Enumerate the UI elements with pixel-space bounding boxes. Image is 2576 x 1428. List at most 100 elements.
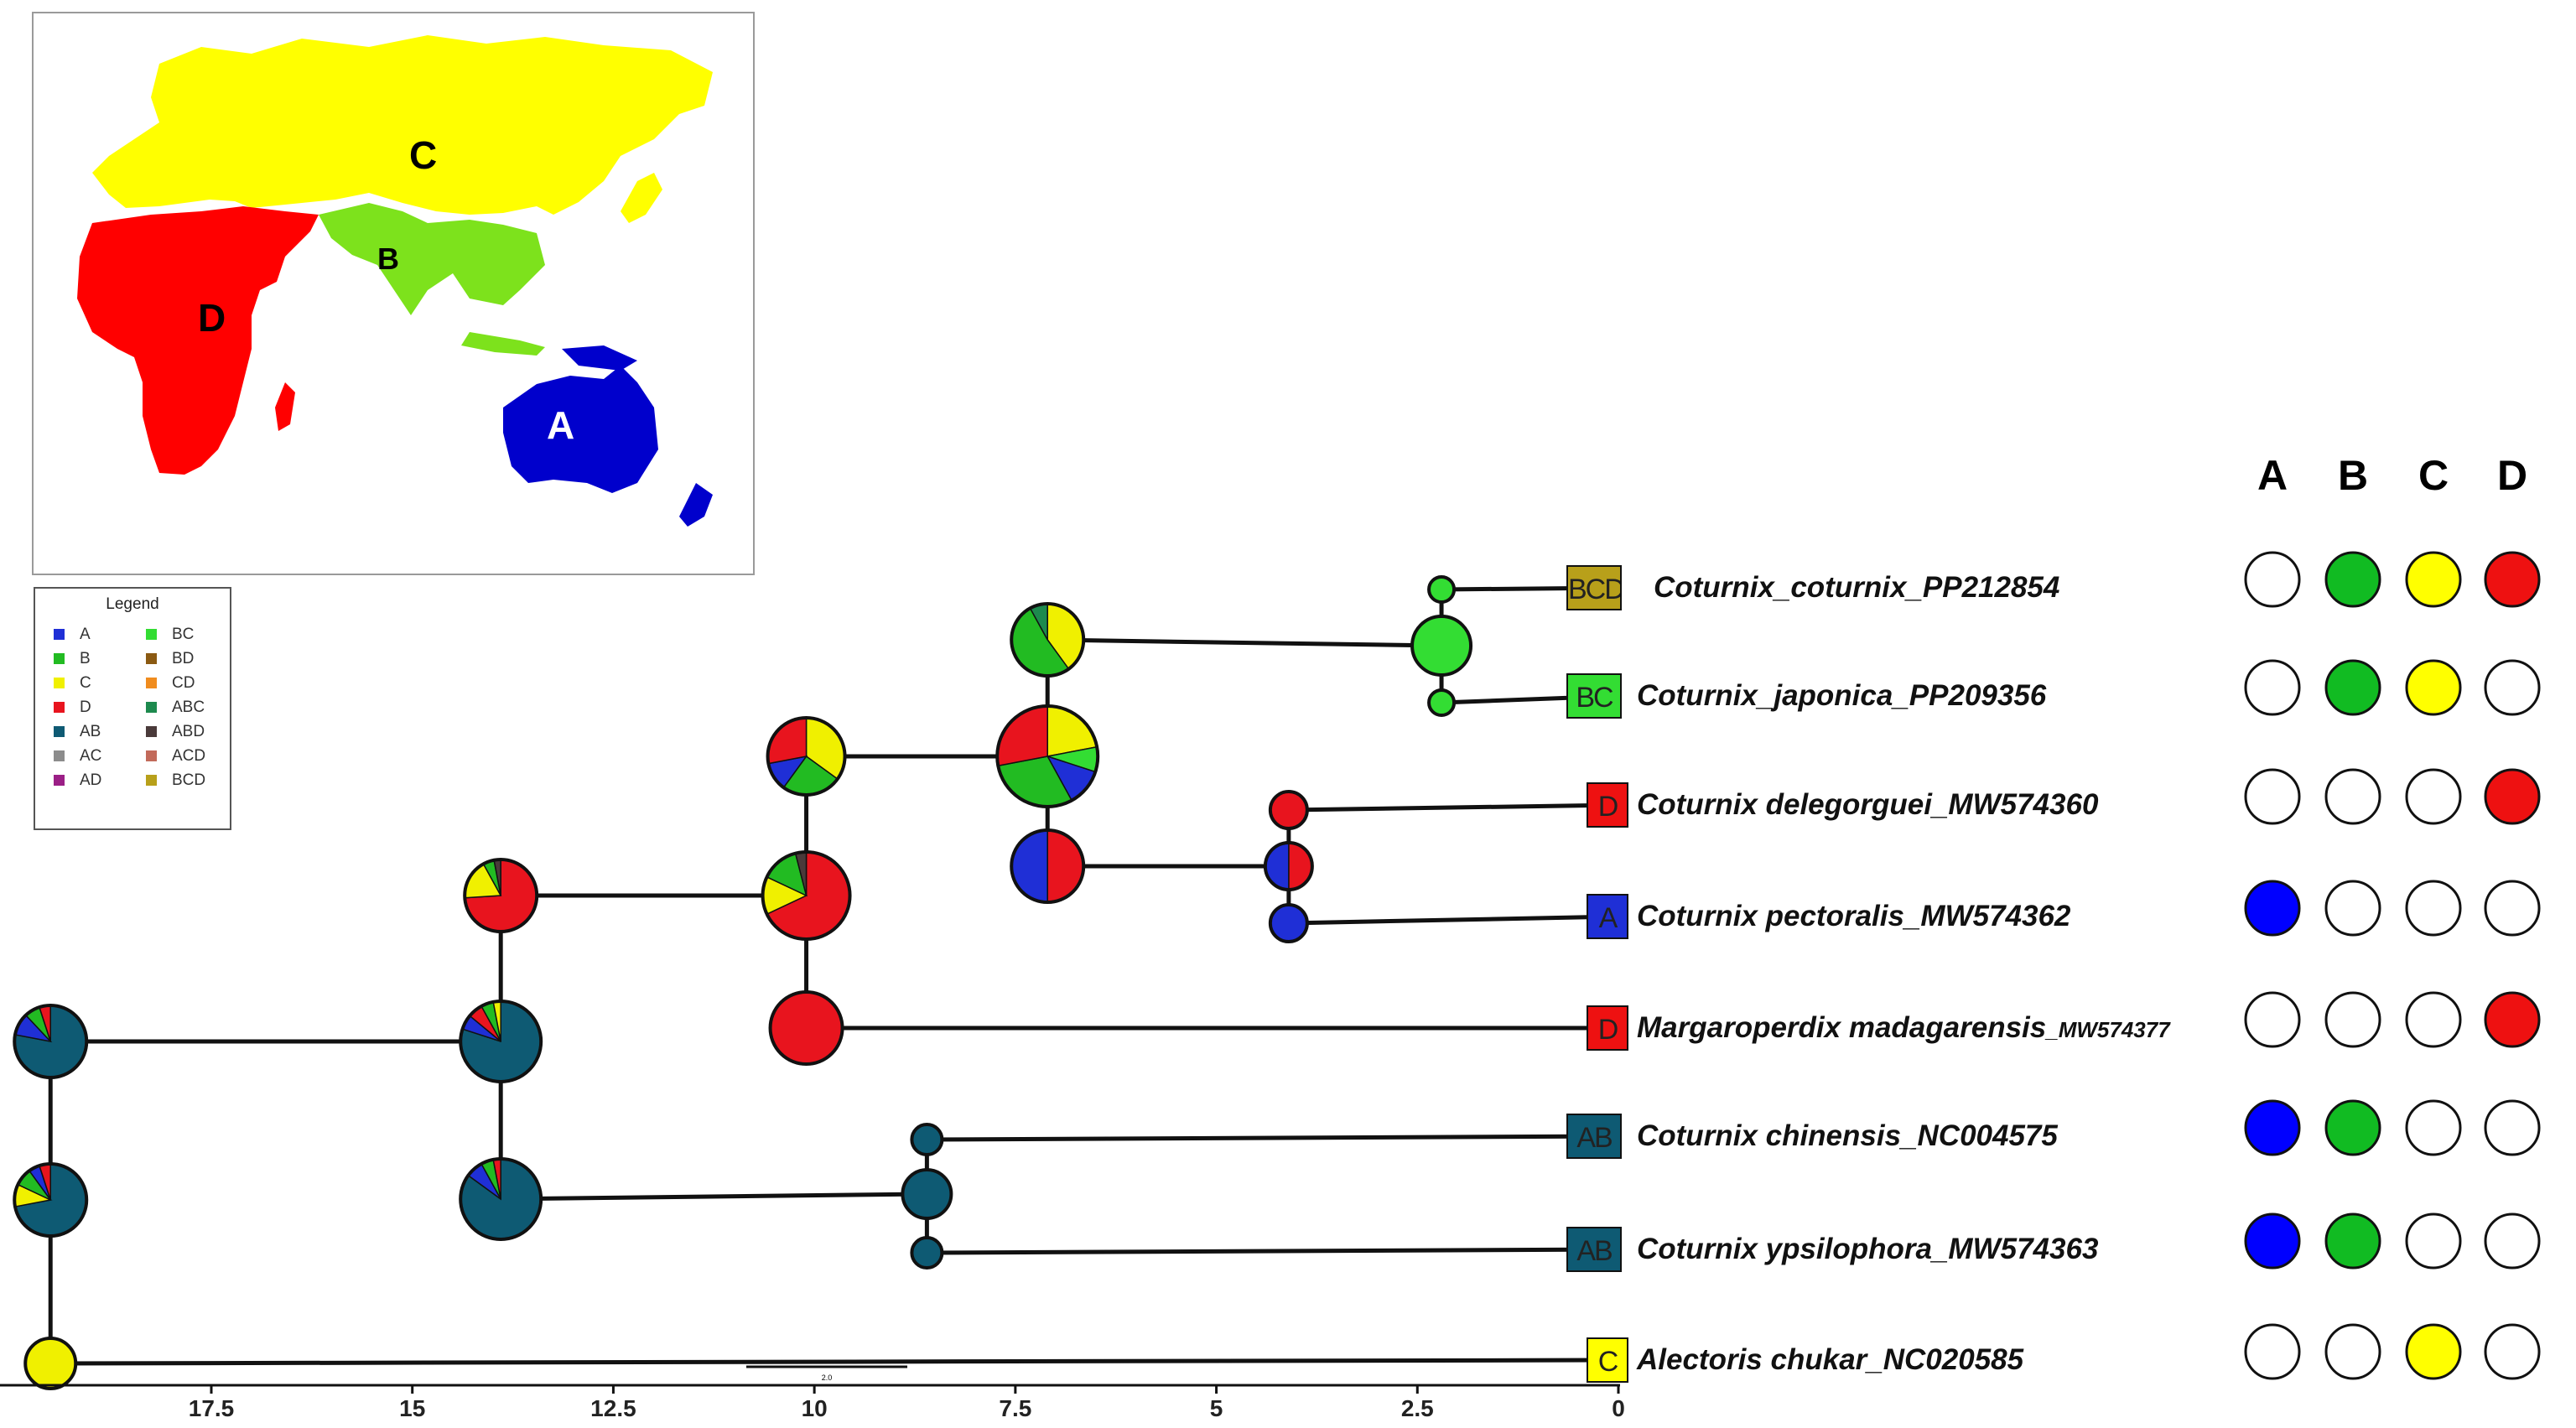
pie-outline: [459, 1000, 543, 1083]
x-axis-tick-label: 17.5: [188, 1395, 235, 1421]
pie-slice: [996, 705, 1048, 767]
pie-slice: [1288, 842, 1313, 891]
map-region-a-nz: [679, 483, 713, 527]
branch-horizontal: [1288, 802, 1619, 813]
legend-title: Legend: [106, 595, 159, 613]
legend-label: AD: [80, 771, 102, 789]
presence-circle: [2484, 659, 2541, 716]
pie-slice: [910, 1123, 944, 1156]
legend-item: AB: [54, 723, 101, 741]
branch-horizontal: [1047, 637, 1442, 648]
taxon-label: Coturnix chinensis_NC004575: [1637, 1119, 2058, 1153]
pie-outline: [1263, 841, 1314, 891]
legend-item: ABC: [146, 698, 205, 717]
taxon-name: Coturnix ypsilophora_MW574363: [1637, 1233, 2099, 1265]
presence-circle: [2244, 659, 2301, 716]
pie-slice: [1427, 575, 1457, 604]
legend-item: CD: [146, 674, 195, 693]
presence-circle: [2405, 991, 2462, 1048]
pie-outline: [766, 716, 847, 797]
taxon-name: Coturnix_coturnix_PP212854: [1654, 571, 2060, 604]
presence-circle: [2244, 768, 2301, 825]
legend-label: BCD: [172, 771, 206, 789]
x-axis-tick-label: 10: [801, 1395, 828, 1421]
pie-outline: [761, 850, 852, 941]
x-axis-tick-label: 0: [1612, 1395, 1625, 1421]
map-region-c-japan: [621, 173, 662, 223]
tip-range-box: D: [1587, 782, 1628, 828]
legend-swatch: [54, 653, 65, 664]
branch-horizontal: [501, 1192, 927, 1202]
presence-circle: [2484, 1099, 2541, 1156]
presence-circle: [2405, 551, 2462, 608]
tip-range-box: D: [1587, 1005, 1628, 1051]
map-region-c: [92, 35, 713, 215]
pie-outline: [1010, 602, 1086, 678]
pie-slice: [1265, 842, 1290, 891]
presence-circle: [2484, 551, 2541, 608]
taxon-name: Coturnix pectoralis_MW574362: [1637, 900, 2071, 932]
legend-swatch: [54, 678, 65, 688]
presence-circle: [2405, 880, 2462, 937]
pie-outline: [459, 1157, 543, 1241]
map-label-d: D: [198, 296, 226, 340]
legend-swatch: [146, 702, 157, 713]
pie-slice: [1268, 903, 1309, 943]
legend-label: B: [80, 650, 91, 667]
map-region-b: [319, 203, 545, 315]
legend-item: B: [54, 650, 91, 668]
presence-circle: [2405, 768, 2462, 825]
legend-swatch: [146, 653, 157, 664]
presence-circle: [2324, 1213, 2381, 1270]
col-head-a: A: [2257, 452, 2288, 499]
legend-swatch: [54, 726, 65, 737]
presence-circle: [2484, 991, 2541, 1048]
legend-label: D: [80, 698, 91, 716]
legend-label: ABD: [172, 723, 205, 740]
pie-outline: [13, 1162, 89, 1238]
map-region-b-islands: [461, 332, 545, 356]
legend-swatch: [54, 629, 65, 640]
tip-range-box: C: [1587, 1337, 1628, 1383]
presence-circle: [2324, 551, 2381, 608]
pie-slice: [1268, 790, 1309, 830]
branch-horizontal: [1288, 914, 1619, 926]
legend-label: ACD: [172, 747, 206, 765]
legend-item: AD: [54, 771, 101, 790]
x-axis-tick-label: 15: [399, 1395, 426, 1421]
presence-circle: [2244, 1323, 2301, 1380]
taxon-name: Coturnix chinensis_NC004575: [1637, 1119, 2058, 1152]
col-head-c: C: [2418, 452, 2449, 499]
pie-slice: [1046, 829, 1084, 903]
legend-item: AC: [54, 747, 101, 766]
presence-circle: [2324, 768, 2381, 825]
presence-circle: [2244, 1213, 2301, 1270]
legend-item: A: [54, 626, 91, 644]
taxon-label: Margaroperdix madagarensis_MW574377: [1637, 1011, 2170, 1046]
pie-outline: [1010, 828, 1086, 904]
pie-slice: [768, 990, 844, 1066]
pie-slice: [1410, 615, 1473, 677]
legend-label: ABC: [172, 698, 205, 716]
presence-circle: [2324, 991, 2381, 1048]
legend-swatch: [54, 775, 65, 786]
taxon-label: Coturnix_japonica_PP209356: [1637, 679, 2046, 713]
legend-label: C: [80, 674, 91, 692]
tip-range-box: BCD: [1566, 565, 1622, 610]
taxon-name: Coturnix_japonica_PP209356: [1637, 679, 2047, 712]
legend-label: AB: [80, 723, 101, 740]
map-region-d: [77, 206, 319, 475]
pie-slice: [23, 1337, 78, 1390]
taxon-label: Coturnix delegorguei_MW574360: [1637, 788, 2098, 822]
legend-swatch: [146, 750, 157, 761]
taxon-accession: _MW574377: [2046, 1017, 2170, 1042]
legend-swatch: [146, 629, 157, 640]
pie-outline: [995, 704, 1100, 808]
tip-range-box: AB: [1566, 1114, 1622, 1159]
map-label-c: C: [409, 133, 438, 177]
taxon-label: Coturnix ypsilophora_MW574363: [1637, 1233, 2098, 1266]
legend-label: AC: [80, 747, 102, 765]
col-head-b: B: [2337, 452, 2369, 499]
taxon-name: Coturnix delegorguei_MW574360: [1637, 788, 2099, 821]
presence-circle: [2484, 768, 2541, 825]
